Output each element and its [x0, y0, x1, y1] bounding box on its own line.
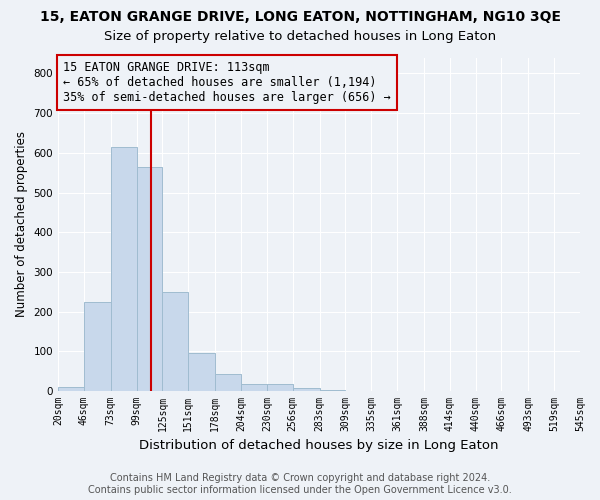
Bar — [111, 147, 137, 391]
Bar — [188, 354, 215, 391]
Bar — [137, 166, 163, 391]
Text: Contains HM Land Registry data © Crown copyright and database right 2024.
Contai: Contains HM Land Registry data © Crown c… — [88, 474, 512, 495]
Bar — [320, 390, 346, 391]
Text: Size of property relative to detached houses in Long Eaton: Size of property relative to detached ho… — [104, 30, 496, 43]
Bar — [241, 384, 267, 391]
X-axis label: Distribution of detached houses by size in Long Eaton: Distribution of detached houses by size … — [139, 440, 499, 452]
Bar — [293, 388, 320, 391]
Text: 15, EATON GRANGE DRIVE, LONG EATON, NOTTINGHAM, NG10 3QE: 15, EATON GRANGE DRIVE, LONG EATON, NOTT… — [40, 10, 560, 24]
Bar — [84, 302, 111, 391]
Bar — [163, 292, 188, 391]
Bar — [215, 374, 241, 391]
Y-axis label: Number of detached properties: Number of detached properties — [15, 132, 28, 318]
Bar — [267, 384, 293, 391]
Bar — [58, 387, 84, 391]
Text: 15 EATON GRANGE DRIVE: 113sqm
← 65% of detached houses are smaller (1,194)
35% o: 15 EATON GRANGE DRIVE: 113sqm ← 65% of d… — [63, 61, 391, 104]
